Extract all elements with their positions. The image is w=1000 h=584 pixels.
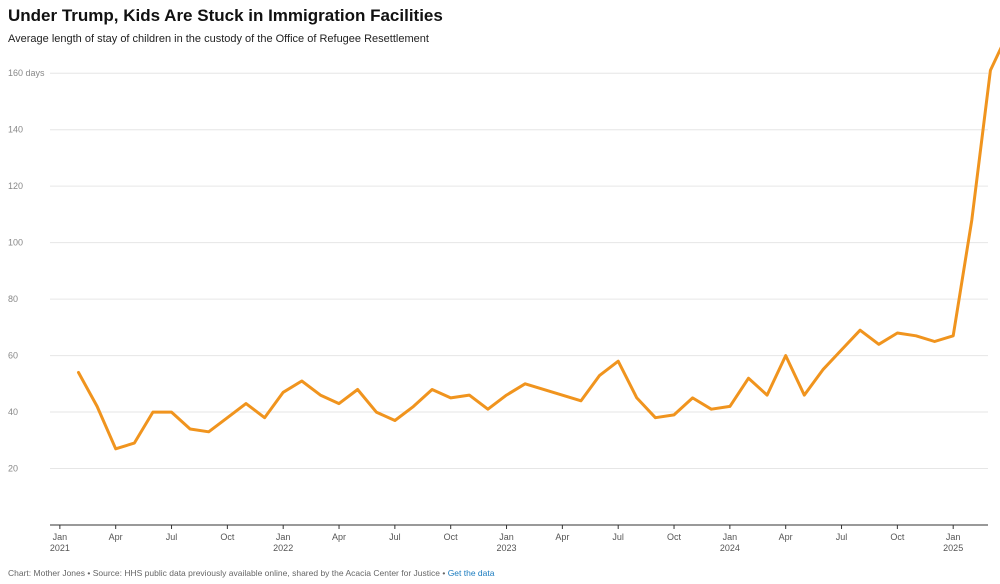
source-credit: Chart: Mother Jones • Source: HHS public…: [8, 568, 448, 578]
x-tick-label: Jul: [612, 532, 624, 542]
x-tick-label: Jul: [166, 532, 178, 542]
x-tick-label: Jan: [723, 532, 738, 542]
x-tick-label: Oct: [444, 532, 459, 542]
x-tick-label: Oct: [890, 532, 905, 542]
y-tick-label: 60: [8, 351, 18, 361]
x-tick-label: Jan: [946, 532, 961, 542]
x-tick-label: Oct: [667, 532, 682, 542]
gridlines: [50, 72, 988, 470]
series-layer: [77, 46, 1000, 451]
x-tick-label: Oct: [220, 532, 235, 542]
y-axis-labels: 20 40 60 80 100 120 140 160 days: [8, 68, 45, 473]
y-tick-label: 20: [8, 464, 18, 474]
chart-footer: Chart: Mother Jones • Source: HHS public…: [8, 568, 494, 578]
x-tick-label: Apr: [555, 532, 569, 542]
x-tick-year-label: 2025: [943, 543, 963, 553]
y-tick-label: 120: [8, 181, 23, 191]
y-tick-label: 40: [8, 407, 18, 417]
chart-title: Under Trump, Kids Are Stuck in Immigrati…: [8, 6, 443, 25]
series-line-0: [77, 46, 1000, 451]
x-tick-label: Apr: [109, 532, 123, 542]
x-tick-label: Apr: [332, 532, 346, 542]
y-tick-label: 140: [8, 125, 23, 135]
chart-subtitle: Average length of stay of children in th…: [8, 33, 429, 45]
x-tick-year-label: 2021: [50, 543, 70, 553]
y-tick-label: 80: [8, 294, 18, 304]
x-tick-year-label: 2023: [497, 543, 517, 553]
x-tick-label: Jan: [53, 532, 68, 542]
x-tick-label: Jul: [836, 532, 848, 542]
x-tick-label: Jan: [499, 532, 514, 542]
x-tick-label: Jan: [276, 532, 291, 542]
x-tick-year-label: 2024: [720, 543, 740, 553]
x-tick-year-label: 2022: [273, 543, 293, 553]
x-tick-label: Jul: [389, 532, 401, 542]
x-tick-label: Apr: [779, 532, 793, 542]
y-tick-label: 100: [8, 238, 23, 248]
y-tick-label: 160 days: [8, 68, 45, 78]
get-the-data-link[interactable]: Get the data: [447, 568, 495, 578]
